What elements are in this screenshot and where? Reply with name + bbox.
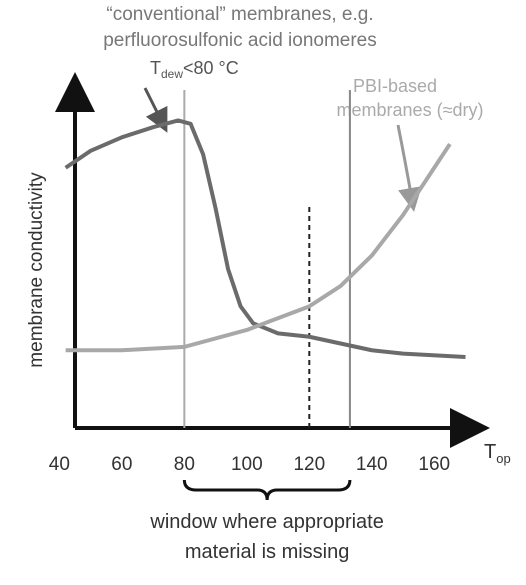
x-tick-label: 40	[49, 454, 70, 475]
x-tick-label: 100	[231, 454, 263, 475]
window-brace	[182, 479, 352, 501]
title-line: perfluorosulfonic acid ionomeres	[103, 30, 377, 51]
x-tick-label: 60	[111, 454, 132, 475]
series-line	[65, 142, 452, 353]
x-axis-label: Top	[484, 441, 511, 466]
pbi-label: membranes (≈dry)	[337, 100, 484, 120]
x-tick-label: 160	[418, 454, 450, 475]
title-line: “conventional” membranes, e.g.	[106, 4, 373, 25]
condition-label: Tdew<80 °C	[150, 58, 239, 81]
x-tick-label: 120	[293, 454, 325, 475]
window-label: window where appropriate	[149, 511, 383, 533]
annotation-arrow	[396, 124, 422, 212]
pbi-label: PBI-based	[353, 76, 437, 96]
x-tick-label: 140	[356, 454, 388, 475]
plot: 40 60 80 100 120 140 160 window where appropria…	[49, 90, 466, 563]
series-line	[64, 118, 466, 360]
annotation-arrow	[143, 87, 168, 133]
window-label: material is missing	[185, 541, 349, 563]
x-tick-label: 80	[174, 454, 195, 475]
y-axis-label: membrane conductivity	[26, 172, 47, 368]
